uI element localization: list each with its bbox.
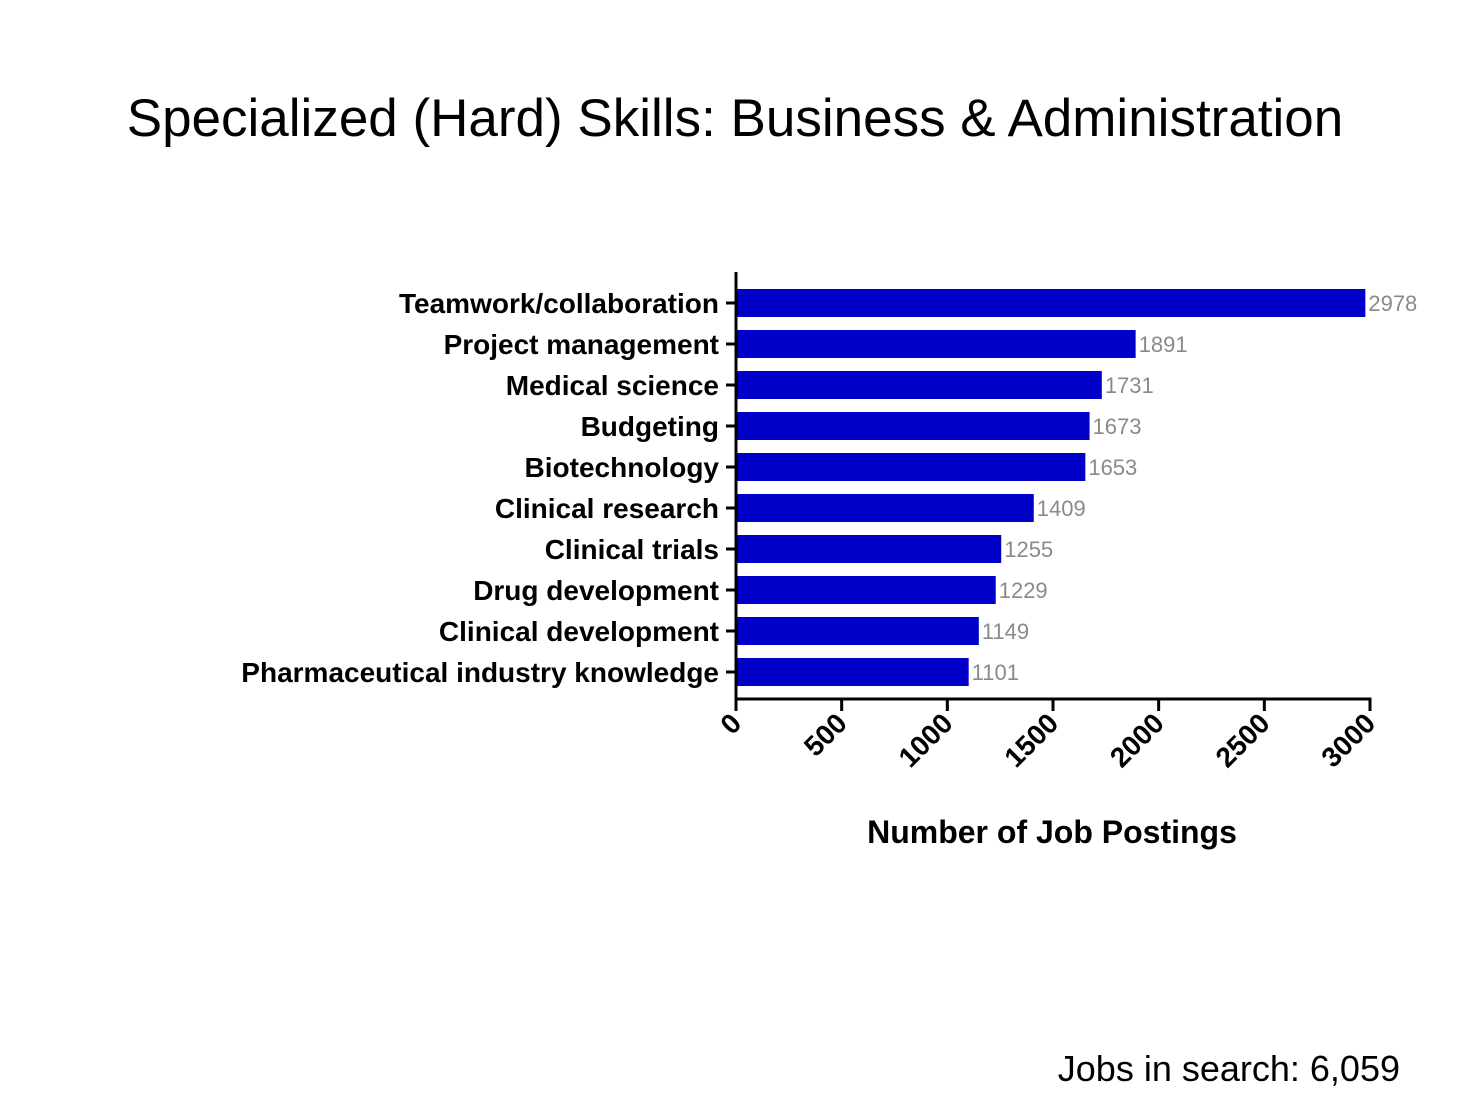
category-label: Clinical research [495, 493, 719, 524]
category-label: Drug development [473, 575, 719, 606]
category-label: Clinical trials [545, 534, 719, 565]
bar-value-label: 1101 [972, 660, 1019, 685]
bar [736, 371, 1102, 399]
category-label: Budgeting [581, 411, 719, 442]
x-tick-label: 500 [798, 707, 853, 762]
x-tick-label: 2000 [1104, 707, 1170, 773]
x-tick-label: 1000 [893, 707, 959, 773]
category-label: Clinical development [439, 616, 719, 647]
x-tick-label: 0 [714, 707, 747, 740]
bar [736, 412, 1090, 440]
bar-value-label: 1409 [1037, 496, 1086, 521]
chart-title: Specialized (Hard) Skills: Business & Ad… [126, 89, 1344, 148]
x-axis-label: Number of Job Postings [867, 814, 1237, 850]
category-label: Project management [444, 329, 719, 360]
x-axis-ticks: 0 500 1000 1500 2000 2500 3000 [714, 699, 1381, 773]
bar [736, 535, 1002, 563]
x-tick-label: 1500 [998, 707, 1064, 773]
x-tick-label: 3000 [1315, 707, 1381, 773]
bar-value-label: 1653 [1088, 455, 1137, 480]
bar-value-label: 1229 [999, 578, 1048, 603]
bar-value-label: 1731 [1105, 373, 1154, 398]
category-labels-layer: Teamwork/collaboration Project management… [241, 288, 719, 688]
bar [736, 453, 1086, 481]
bar [736, 289, 1366, 317]
bar [736, 617, 979, 645]
bar-value-label: 1149 [982, 619, 1029, 644]
category-label: Medical science [506, 370, 719, 401]
category-label: Teamwork/collaboration [399, 288, 719, 319]
bar [736, 494, 1034, 522]
jobs-count-note: Jobs in search: 6,059 [1057, 1048, 1400, 1089]
bar-value-label: 1673 [1093, 414, 1142, 439]
bar [736, 576, 996, 604]
bar-value-label: 1891 [1139, 332, 1188, 357]
bar-value-label: 2978 [1368, 291, 1417, 316]
bar [736, 658, 969, 686]
bars-layer [736, 289, 1366, 686]
x-tick-label: 2500 [1210, 707, 1276, 773]
bar-value-label: 1255 [1004, 537, 1053, 562]
category-label: Pharmaceutical industry knowledge [241, 657, 719, 688]
bar [736, 330, 1136, 358]
category-label: Biotechnology [525, 452, 720, 483]
y-axis-ticks [726, 301, 736, 674]
